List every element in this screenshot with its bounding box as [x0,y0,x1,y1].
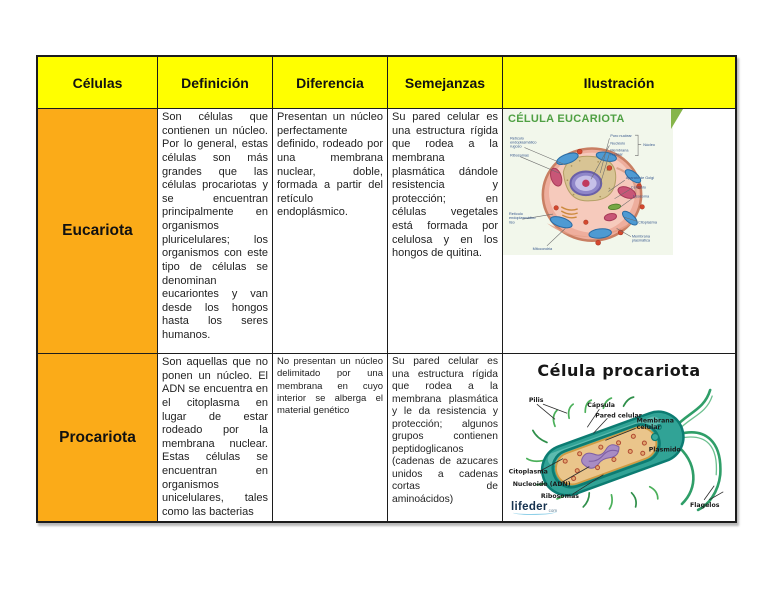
procariota-semejanzas: Su pared celular es una estructura rígid… [388,354,503,521]
euc-label-golgi: Aparato de Golgi [626,176,654,180]
bacterium-diagram: Pilis Cápsula Pared celular Membrana celu… [509,388,724,512]
pro-label-citoplasma: Citoplasma [509,469,548,476]
pro-label-nucleoide: Nucleoide (ADN) [513,481,571,488]
euc-label-membrana-nuclear: Membrana nuclear [610,149,629,157]
ribosome-dots [562,433,647,481]
procariota-label: Procariota [59,428,136,446]
header-definicion-label: Definición [181,74,249,91]
euc-label-poro-nuclear: Poro nuclear [610,134,632,138]
pro-label-flagelos: Flagelos [690,502,720,509]
header-celulas-label: Células [72,74,123,91]
euc-label-citoplasma: Citoplasma [638,220,658,224]
page-curl-decoration [671,109,683,129]
header-diferencia-label: Diferencia [296,74,364,91]
procariota-illustration-title: Célula procariota [537,361,701,380]
euc-label-reticulo-liso: Retículo endoplasmático liso [509,212,535,224]
lifeder-logo-swoosh [513,509,557,515]
pro-labels: Pilis Cápsula Pared celular Membrana celu… [509,397,720,509]
procariota-illustration: Célula procariota [503,354,735,521]
euc-label-nucleolo: Nucléolo [610,141,625,145]
pro-label-capsula: Cápsula [587,401,615,409]
eucariota-diferencia: Presentan un núcleo perfectamente defini… [273,109,388,354]
animal-cell-diagram: Retículo endoplasmático rugoso Ribosomas P… [509,134,658,251]
nucleus [569,170,603,197]
euc-leader-lines [520,134,642,246]
pro-label-pilis: Pilis [529,397,544,404]
eucariota-definicion: Son células que contienen un núcleo. Por… [158,109,273,354]
header-celulas: Células [38,57,158,109]
eucariota-semejanzas: Su pared celular es una estructura rígid… [388,109,503,354]
procariota-definicion: Son aquellas que no ponen un núcleo. El … [158,354,273,521]
header-ilustracion: Ilustración [503,57,735,109]
euc-labels: Retículo endoplasmático rugoso Ribosomas P… [509,134,658,251]
eucariota-illustration-title: CÉLULA EUCARIOTA [508,113,625,125]
euc-label-reticulo-rugoso: Retículo endoplasmático rugoso [510,136,536,148]
header-semejanzas-label: Semejanzas [404,74,486,91]
header-ilustracion-label: Ilustración [583,74,655,91]
bacterium-body [540,410,685,497]
euc-label-lisosoma: Lisosoma [633,195,650,199]
row-label-eucariota: Eucariota [38,109,158,354]
euc-label-nucleo: Núcleo [643,143,655,147]
euc-label-mitocondria: Mitocondria [533,247,553,251]
row-label-procariota: Procariota [38,354,158,521]
eucariota-label: Eucariota [62,222,133,239]
euc-label-ribosomas: Ribosomas [510,154,529,158]
eucariota-illustration: CÉLULA EUCARIOTA [503,109,735,354]
mitochondria [549,151,642,239]
euc-label-centriolo: Centriolo [631,185,646,189]
lifeder-logo: lifeder com [511,501,557,515]
pro-label-ribosomas: Ribosomas [541,493,579,500]
pro-label-plasmido: Plásmido [649,446,682,454]
comparison-table: Células Definición Diferencia Semejanzas… [36,55,737,523]
header-semejanzas: Semejanzas [388,57,503,109]
pro-label-membrana-celular: Membrana celular [637,417,674,431]
pro-label-pared-celular: Pared celular [595,412,642,419]
procariota-diferencia: No presentan un núcleo delimitado por un… [273,354,388,521]
pro-leader-lines [536,403,724,501]
header-definicion: Definición [158,57,273,109]
header-diferencia: Diferencia [273,57,388,109]
plasmid-dot [650,432,660,442]
euc-label-membrana-plasmatica: Membrana plasmática [632,235,651,243]
